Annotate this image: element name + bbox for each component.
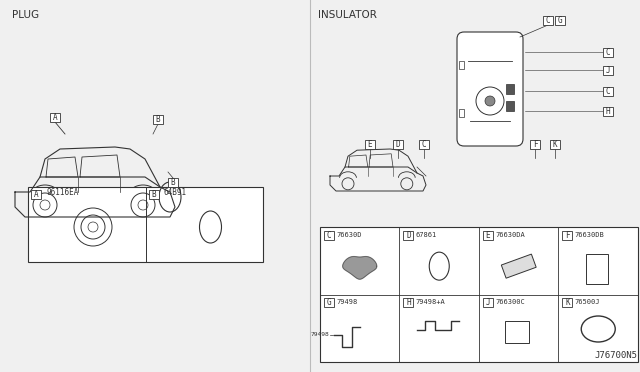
Text: 76630DA: 76630DA <box>495 232 525 238</box>
Bar <box>168 177 178 186</box>
Text: J: J <box>605 65 611 74</box>
Text: 76500J: 76500J <box>575 299 600 305</box>
Text: PLUG: PLUG <box>12 10 39 20</box>
Text: E: E <box>368 140 372 148</box>
Bar <box>586 254 608 284</box>
Bar <box>393 140 403 148</box>
Text: K: K <box>565 298 570 307</box>
Text: F: F <box>565 231 570 240</box>
Text: C: C <box>326 231 332 240</box>
Bar <box>505 321 529 343</box>
Text: G: G <box>557 16 563 25</box>
Bar <box>365 140 375 148</box>
Text: C: C <box>422 140 426 148</box>
Text: 67861: 67861 <box>415 232 436 238</box>
Text: E: E <box>486 231 490 240</box>
Text: J: J <box>486 298 490 307</box>
Bar <box>483 298 493 307</box>
Bar <box>320 227 638 362</box>
Bar <box>550 140 560 148</box>
Bar <box>403 298 413 307</box>
Bar <box>543 16 553 25</box>
Text: 766300C: 766300C <box>495 299 525 305</box>
Text: A: A <box>34 189 38 199</box>
Bar <box>603 48 613 57</box>
Text: K: K <box>553 140 557 148</box>
Bar <box>403 231 413 240</box>
Text: H: H <box>406 298 411 307</box>
Text: 76630D: 76630D <box>336 232 362 238</box>
Text: 96116EA: 96116EA <box>46 187 78 196</box>
Bar <box>555 16 565 25</box>
Polygon shape <box>501 254 536 278</box>
Text: J76700N5: J76700N5 <box>594 351 637 360</box>
Text: G: G <box>326 298 332 307</box>
Text: C: C <box>605 87 611 96</box>
Text: 79498: 79498 <box>336 299 357 305</box>
Text: B: B <box>156 115 160 124</box>
Bar <box>603 106 613 115</box>
Text: C: C <box>546 16 550 25</box>
Bar <box>324 298 334 307</box>
Polygon shape <box>343 257 377 279</box>
Bar <box>148 189 159 199</box>
FancyBboxPatch shape <box>457 32 523 146</box>
Text: 64B91: 64B91 <box>163 187 187 196</box>
Bar <box>506 84 514 94</box>
Bar <box>419 140 429 148</box>
Bar <box>459 61 464 69</box>
Text: 76630DB: 76630DB <box>575 232 604 238</box>
Bar <box>530 140 540 148</box>
Text: F: F <box>532 140 538 148</box>
Text: D: D <box>406 231 411 240</box>
Bar <box>153 115 163 124</box>
Bar <box>31 189 41 199</box>
Text: D: D <box>396 140 400 148</box>
Bar <box>603 65 613 74</box>
Text: A: A <box>52 112 58 122</box>
Bar <box>483 231 493 240</box>
Circle shape <box>485 96 495 106</box>
Bar <box>603 87 613 96</box>
Bar <box>563 298 573 307</box>
Text: INSULATOR: INSULATOR <box>318 10 377 20</box>
Bar <box>28 187 263 262</box>
Text: 79498+A: 79498+A <box>415 299 445 305</box>
Text: C: C <box>605 48 611 57</box>
Bar <box>506 101 514 111</box>
Text: 79498: 79498 <box>311 333 330 337</box>
Bar <box>50 112 60 122</box>
Text: B: B <box>151 189 156 199</box>
Text: B: B <box>171 177 175 186</box>
Bar <box>459 109 464 117</box>
Text: H: H <box>605 106 611 115</box>
Bar <box>324 231 334 240</box>
Bar <box>563 231 573 240</box>
